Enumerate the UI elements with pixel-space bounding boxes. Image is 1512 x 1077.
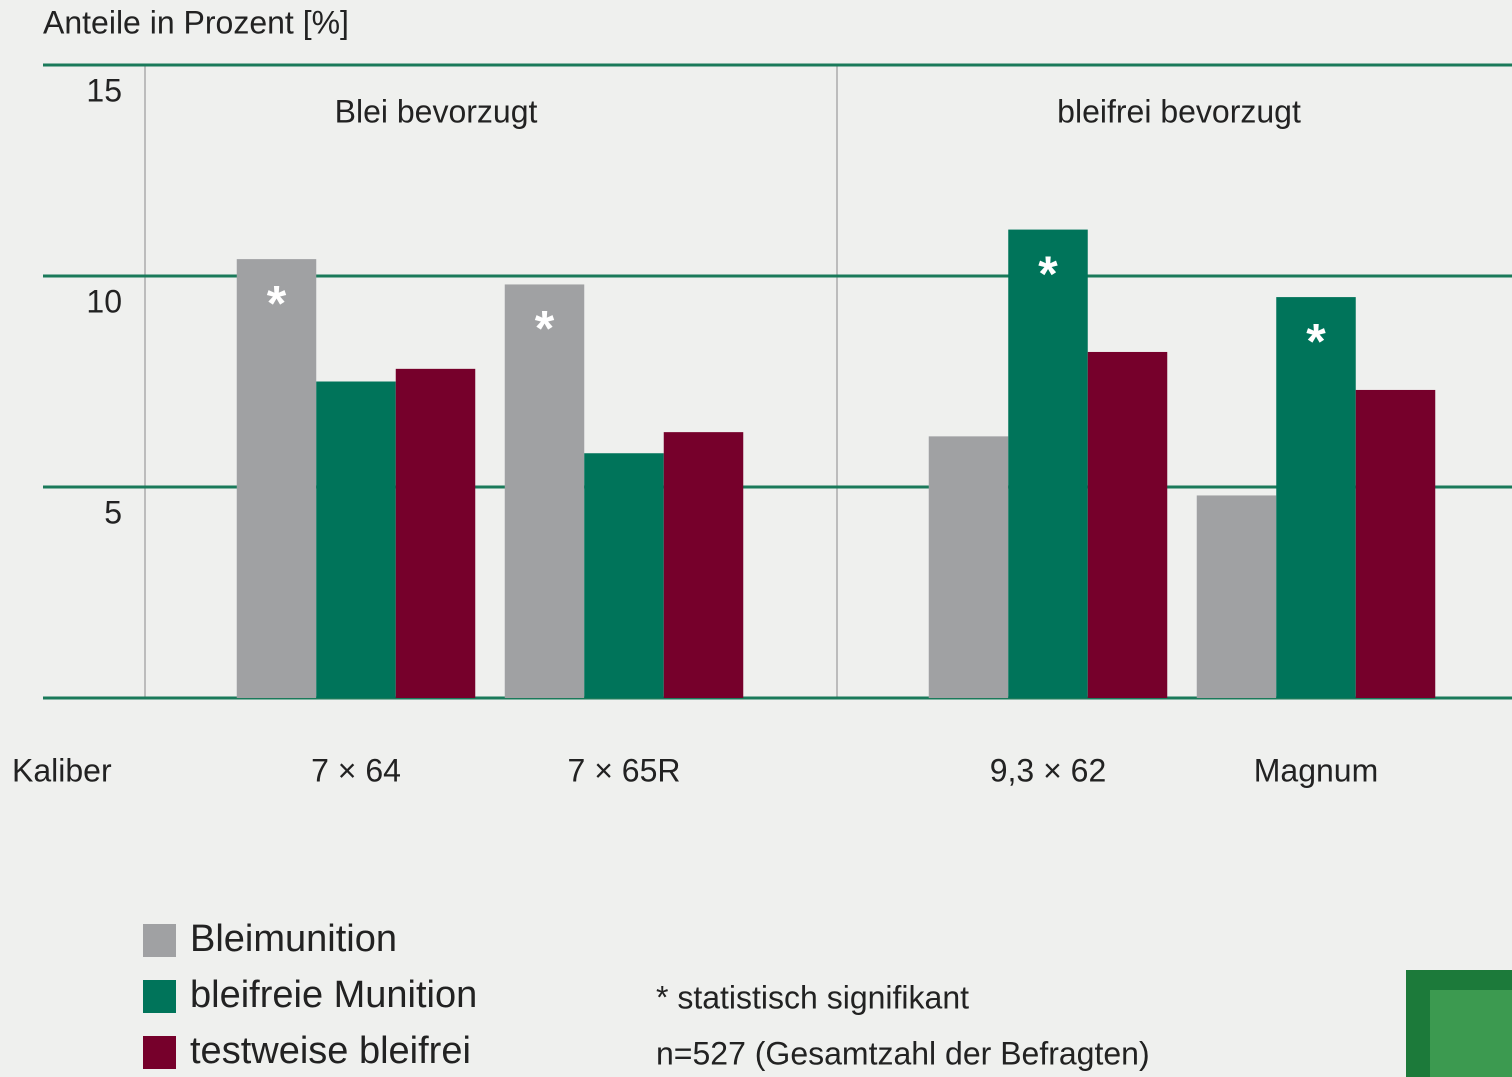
legend-swatch (143, 1036, 176, 1069)
bar (1196, 495, 1277, 698)
significance-marker: * (1038, 246, 1058, 302)
bar (1276, 297, 1356, 698)
x-axis-label: Kaliber (12, 752, 112, 788)
bar (663, 432, 744, 698)
legend-swatch (143, 980, 176, 1013)
bar (1008, 229, 1088, 698)
bar (236, 259, 317, 698)
legend-label: bleifreie Munition (190, 974, 477, 1016)
x-tick-label: 9,3 × 62 (990, 752, 1107, 788)
footnote: * statistisch signifikant (656, 979, 969, 1015)
significance-marker: * (1306, 313, 1326, 369)
bar (395, 368, 476, 698)
legend-label: Bleimunition (190, 918, 397, 960)
x-tick-label: 7 × 64 (311, 752, 401, 788)
y-tick-label: 10 (86, 283, 122, 319)
bar (584, 453, 664, 698)
bar (1355, 389, 1436, 698)
x-tick-label: Magnum (1254, 752, 1379, 788)
footnote: n=527 (Gesamtzahl der Befragten) (656, 1035, 1150, 1071)
bar (1087, 351, 1168, 698)
group-label: Blei bevorzugt (335, 93, 538, 129)
significance-marker: * (535, 301, 555, 357)
logo (1406, 970, 1512, 1077)
significance-marker: * (267, 275, 287, 331)
bar (928, 436, 1009, 698)
group-label: bleifrei bevorzugt (1057, 93, 1301, 129)
bar (504, 284, 585, 698)
y-axis-label: Anteile in Prozent [%] (43, 4, 349, 40)
y-tick-label: 15 (86, 72, 122, 108)
x-tick-label: 7 × 65R (568, 752, 681, 788)
y-tick-label: 5 (104, 494, 122, 530)
bar (316, 381, 396, 698)
legend-label: testweise bleifrei (190, 1030, 471, 1072)
legend-swatch (143, 924, 176, 957)
